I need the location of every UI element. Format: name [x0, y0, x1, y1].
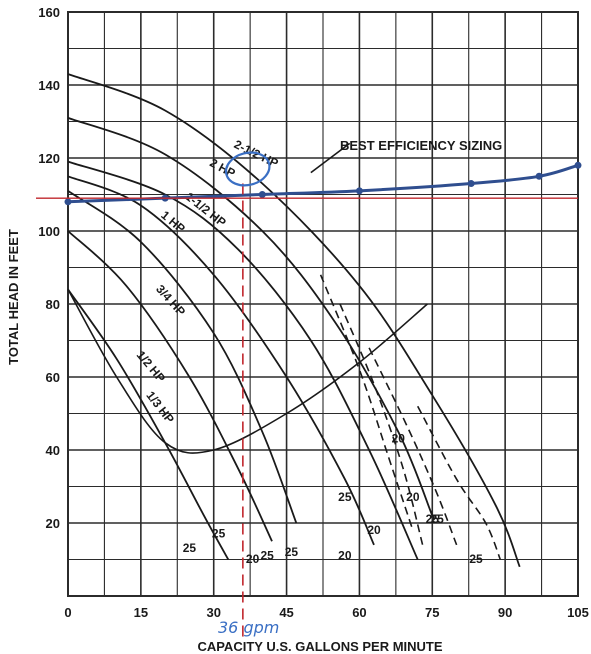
region-label: 25 [430, 512, 444, 526]
dashed-curve [368, 347, 458, 546]
y-tick-label: 160 [38, 5, 60, 20]
x-tick-label: 30 [206, 605, 220, 620]
y-tick-label: 20 [46, 516, 60, 531]
pump-curve-1-1-2-hp [67, 160, 419, 560]
best-efficiency-point [64, 198, 72, 206]
region-label: 25 [338, 490, 352, 504]
region-label: 20 [367, 523, 381, 537]
selection-circle [224, 151, 271, 187]
tick-labels: 0 15 30 45 60 75 90 105 20 40 60 80 100 120 140 160 [38, 5, 589, 620]
x-tick-label: 105 [567, 605, 589, 620]
best-efficiency-label: BEST EFFICIENCY SIZING [340, 138, 502, 153]
x-axis-title: CAPACITY U.S. GALLONS PER MINUTE [197, 639, 442, 654]
region-label: 20 [338, 549, 352, 563]
region-label: 25 [285, 545, 299, 559]
region-label: 25 [469, 552, 483, 566]
x-tick-label: 60 [352, 605, 366, 620]
best-efficiency-point [467, 180, 475, 188]
dashed-curve [416, 405, 502, 560]
region-label: 25 [426, 512, 440, 526]
region-label: 25 [212, 527, 226, 541]
y-axis-title: TOTAL HEAD IN FEET [6, 229, 21, 365]
y-tick-label: 40 [46, 443, 60, 458]
dashed-curve [319, 274, 414, 531]
region-label: 20 [246, 552, 260, 566]
region-label: 25 [260, 549, 274, 563]
region-label: 20 [406, 490, 420, 504]
region-label: 25 [183, 541, 197, 555]
overlays [36, 142, 582, 640]
pump-curve-2-hp [67, 117, 434, 517]
best-efficiency-point [535, 172, 543, 180]
x-tick-label: 75 [425, 605, 439, 620]
y-tick-label: 60 [46, 370, 60, 385]
efficiency-loop [67, 289, 428, 454]
hp-curve-label: 1/3 HP [143, 388, 177, 426]
plot-frame [67, 11, 579, 597]
region-label: 20 [392, 432, 406, 446]
hp-curve-label: 1/2 HP [134, 348, 168, 385]
best-efficiency-leader [310, 142, 351, 174]
x-tick-label: 90 [498, 605, 512, 620]
best-efficiency-point [258, 191, 266, 198]
y-tick-label: 120 [38, 151, 60, 166]
hp-curve-label: 3/4 HP [153, 282, 188, 319]
handwritten-flow-note: 36 gpm [218, 618, 279, 637]
x-tick-label: 45 [279, 605, 293, 620]
best-efficiency-point [574, 161, 582, 169]
y-tick-label: 140 [38, 78, 60, 93]
pump-curve-3-4-hp [67, 190, 298, 524]
best-efficiency-point [355, 187, 363, 195]
y-tick-label: 80 [46, 297, 60, 312]
y-tick-label: 100 [38, 224, 60, 239]
x-tick-label: 15 [134, 605, 148, 620]
pump-curve-1-hp [67, 175, 375, 546]
pump-curve-2-1-2-hp [67, 73, 521, 568]
pump-curve-1-2-hp [67, 230, 273, 542]
x-tick-label: 0 [64, 605, 71, 620]
